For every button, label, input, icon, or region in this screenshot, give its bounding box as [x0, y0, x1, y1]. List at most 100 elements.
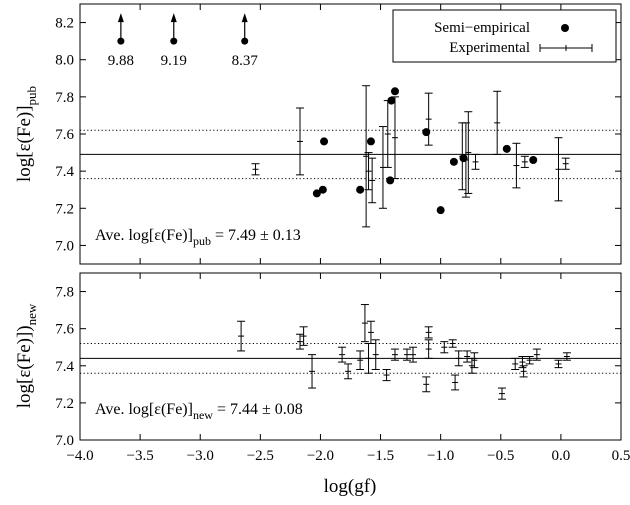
x-tick-label: 0.5 — [612, 448, 630, 464]
reference-lines-top — [80, 129, 621, 180]
arrow-head — [170, 13, 177, 23]
experimental-point — [451, 374, 460, 391]
legend-label-semi: Semi−empirical — [434, 20, 530, 36]
semi-empirical-point — [386, 176, 395, 185]
y-tick-label: 7.2 — [55, 201, 74, 217]
experimental-point — [561, 157, 570, 170]
experimental-point — [390, 348, 399, 361]
experimental-point — [519, 365, 528, 378]
experimental-point — [440, 341, 449, 354]
series-semi-empirical — [312, 87, 538, 215]
semi-empirical-point — [366, 137, 375, 146]
semi-empirical-point — [459, 154, 468, 163]
experimental-point — [448, 339, 457, 348]
experimental-point — [463, 350, 472, 363]
experimental-point — [471, 153, 480, 170]
y-axis-label-bottom: log[ε(Fe)])new — [14, 303, 39, 408]
x-axis-label: log(gf) — [324, 476, 377, 497]
experimental-point — [554, 359, 563, 369]
experimental-point — [364, 343, 373, 374]
experimental-point — [383, 100, 392, 168]
x-tick-label: −3.0 — [187, 448, 214, 464]
legend: Semi−empirical Experimental — [392, 9, 617, 63]
y-tick-label: 7.0 — [55, 238, 74, 254]
x-tick-label: −1.0 — [427, 448, 454, 464]
experimental-point — [525, 356, 534, 365]
experimental-point — [424, 92, 433, 146]
experimental-point — [360, 304, 369, 343]
x-ticks-top — [79, 4, 622, 264]
experimental-point — [493, 90, 502, 155]
arrow-head — [117, 13, 124, 23]
experimental-point — [296, 107, 305, 176]
semi-empirical-point — [318, 185, 327, 194]
semi-empirical-point — [502, 144, 511, 153]
experimental-point — [470, 352, 479, 369]
semi-empirical-point — [387, 96, 396, 105]
legend-box — [392, 9, 617, 63]
offscale-value-label: 9.19 — [161, 53, 187, 69]
x-tick-label: −1.5 — [367, 448, 394, 464]
experimental-point — [422, 376, 431, 393]
semi-empirical-point — [422, 128, 431, 137]
panel-bottom: 7.0 7.2 7.4 7.6 7.8 −4.0 −3.5 −3.0 −2.5 −2.0 −1.5… — [14, 272, 630, 497]
experimental-point — [520, 155, 529, 168]
experimental-point — [424, 326, 433, 339]
experimental-point — [403, 348, 412, 361]
experimental-point — [497, 387, 506, 400]
experimental-point — [382, 368, 391, 382]
experimental-point — [364, 152, 373, 191]
experimental-point — [512, 142, 521, 189]
experimental-point — [532, 348, 541, 361]
legend-marker-exp — [539, 44, 593, 52]
experimental-point — [296, 333, 305, 350]
arrow-head — [241, 13, 248, 23]
x-tick-label: −2.0 — [307, 448, 334, 464]
offscale-arrow: 8.37 — [232, 13, 259, 69]
y-tick-label: 7.0 — [55, 433, 74, 449]
y-tick-label: 7.2 — [55, 396, 74, 412]
experimental-point — [368, 157, 377, 204]
offscale-value-label: 8.37 — [232, 53, 259, 69]
semi-empirical-point — [312, 189, 321, 198]
y-tick-label: 7.4 — [55, 359, 74, 375]
y-axis-bottom: 7.0 7.2 7.4 7.6 7.8 — [55, 285, 621, 449]
average-annotation-top: Ave. log[ε(Fe)]pub = 7.49 ± 0.13 — [95, 227, 301, 248]
series-experimental-top — [251, 85, 570, 228]
legend-label-exp: Experimental — [449, 40, 530, 56]
experimental-point — [371, 339, 380, 370]
experimental-point — [356, 350, 365, 370]
experimental-point — [366, 320, 375, 345]
series-experimental-bottom — [237, 304, 571, 400]
semi-empirical-point — [529, 156, 538, 164]
y-axis-label-top: log[ε(Fe)]pub — [14, 86, 39, 182]
x-tick-label: −0.5 — [487, 448, 514, 464]
semi-empirical-point — [436, 206, 445, 215]
experimental-point — [251, 163, 260, 176]
experimental-point — [554, 137, 563, 202]
y-tick-label: 7.8 — [55, 285, 74, 301]
y-tick-label: 7.6 — [55, 127, 74, 143]
panel-top: 7.0 7.2 7.4 7.6 7.8 8.0 8.2 9.88 9.19 8.37 log[ε… — [14, 3, 622, 265]
offscale-arrows: 9.88 9.19 8.37 — [108, 13, 259, 69]
x-tick-label: −4.0 — [66, 448, 93, 464]
y-tick-label: 8.0 — [55, 53, 74, 69]
semi-empirical-point — [449, 157, 458, 166]
y-tick-label: 8.2 — [55, 16, 74, 32]
experimental-point — [237, 320, 246, 352]
reference-lines-bottom — [80, 343, 621, 374]
experimental-point — [511, 357, 520, 370]
experimental-point — [308, 354, 317, 389]
y-tick-label: 7.8 — [55, 90, 74, 106]
experimental-point — [464, 111, 473, 194]
x-axis-bottom: −4.0 −3.5 −3.0 −2.5 −2.0 −1.5 −1.0 −0.5 0.0 0.5 — [66, 273, 630, 464]
experimental-point — [390, 96, 399, 180]
experimental-point — [299, 326, 308, 346]
experimental-point — [454, 350, 463, 367]
semi-empirical-point — [390, 87, 399, 96]
average-annotation-bottom: Ave. log[ε(Fe)]new = 7.44 ± 0.08 — [95, 401, 303, 422]
x-tick-label: 0.0 — [552, 448, 571, 464]
experimental-point — [424, 339, 433, 359]
